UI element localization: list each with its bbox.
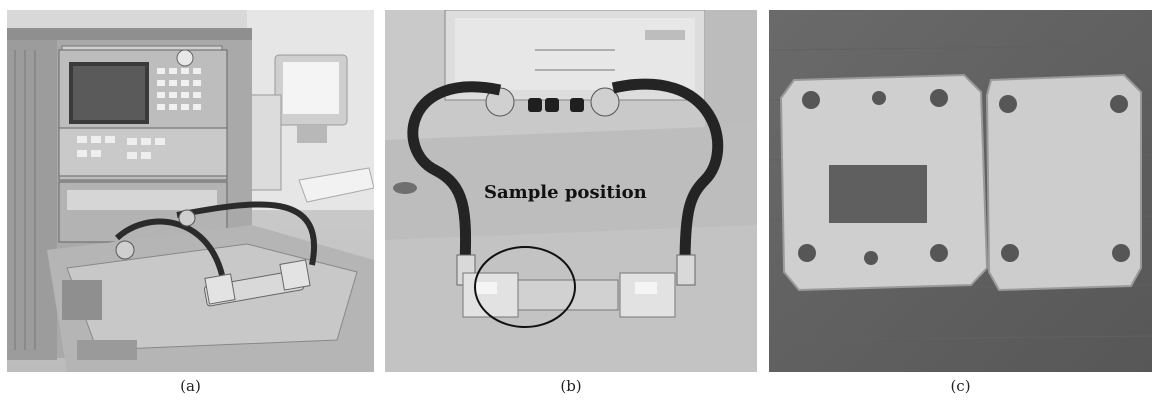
- photo-waveguide-fixture: [385, 10, 757, 372]
- photo-network-analyzer-setup: [7, 10, 374, 372]
- photo-sample-holder-plates: [769, 10, 1152, 372]
- caption-c: (c): [950, 377, 971, 395]
- sample-position-circle: [474, 246, 576, 328]
- caption-b: (b): [560, 377, 582, 395]
- caption-a: (a): [180, 377, 201, 395]
- sample-position-label: Sample position: [484, 182, 647, 203]
